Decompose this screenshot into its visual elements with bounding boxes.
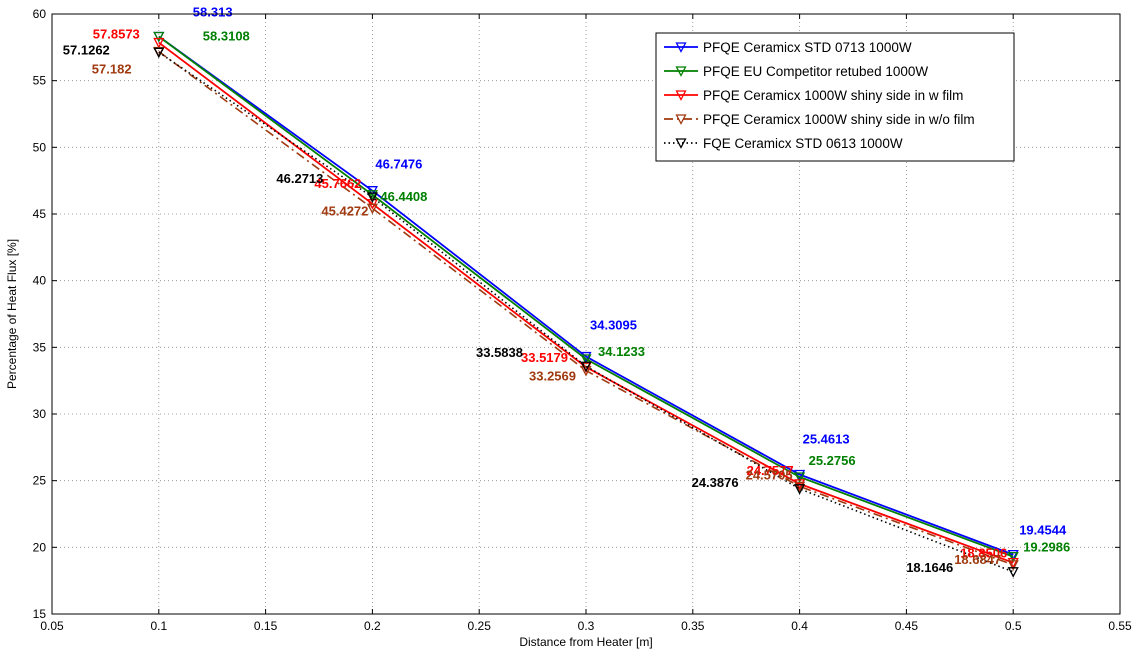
data-label: 57.8573: [93, 27, 140, 42]
series-5-point: [366, 192, 378, 203]
x-tick-label: 0.15: [254, 619, 278, 633]
series-1-point: [1007, 549, 1019, 561]
x-tick-label: 0.3: [578, 619, 595, 633]
series-5-point: [153, 47, 165, 59]
data-label: 18.6847: [954, 552, 1001, 567]
data-label: 24.7577: [747, 463, 794, 478]
series-line-5: [158, 51, 1014, 573]
x-tick-label: 0.05: [40, 619, 64, 633]
data-labels: 58.313 46.7476 34.3095 25.4613 19.4544 58.310…: [63, 4, 1070, 574]
data-label: 19.2986: [1023, 540, 1070, 555]
series-2-point: [794, 472, 806, 483]
legend: PFQE Ceramicx STD 0713 1000W PFQE EU Comp…: [655, 32, 1015, 162]
data-label: 57.182: [92, 62, 132, 77]
data-label: 34.1233: [598, 344, 645, 359]
data-label: 25.2756: [809, 453, 856, 468]
axis-ticks: 0.05 0.1 0.15 0.2 0.25 0.3 0.35 0.4 0.45 0.5 0.55 1…: [33, 7, 1132, 633]
x-tick-label: 0.45: [895, 619, 919, 633]
legend-marker-4: [675, 114, 687, 125]
data-label: 33.5179: [521, 350, 568, 365]
data-label: 24.3876: [692, 475, 739, 490]
data-label: 57.1262: [63, 42, 110, 57]
legend-marker-2: [675, 66, 687, 77]
y-tick-label: 35: [33, 340, 47, 354]
series-2-point: [153, 31, 165, 43]
data-label: 58.3108: [203, 29, 250, 44]
series-3-point: [794, 479, 806, 490]
data-label: 45.4272: [321, 203, 368, 218]
data-label: 45.7662: [314, 176, 361, 191]
series-line-1: [158, 35, 1014, 556]
x-tick-label: 0.4: [791, 619, 808, 633]
data-label: 33.5838: [476, 345, 523, 360]
y-tick-label: 30: [33, 407, 47, 421]
series-3-point: [153, 37, 165, 49]
y-tick-label: 50: [33, 140, 47, 154]
legend-marker-3: [675, 90, 687, 101]
legend-marker-5: [675, 138, 687, 149]
data-label: 46.4408: [380, 189, 427, 204]
y-tick-label: 40: [33, 274, 47, 288]
legend-entry-5: FQE Ceramicx STD 0613 1000W: [703, 136, 903, 151]
series-4-point: [366, 203, 378, 215]
y-tick-label: 55: [33, 74, 47, 88]
data-label: 46.2713: [276, 171, 323, 186]
x-tick-label: 0.1: [150, 619, 167, 633]
x-tick-label: 0.35: [681, 619, 705, 633]
legend-entry-4: PFQE Ceramicx 1000W shiny side in w/o fi…: [703, 112, 975, 127]
y-axis-label: Percentage of Heat Flux [%]: [5, 239, 19, 389]
legend-entry-3: PFQE Ceramicx 1000W shiny side in w film: [703, 88, 963, 103]
data-label: 25.4613: [803, 432, 850, 447]
data-label: 24.5705: [746, 467, 793, 482]
data-label: 19.4544: [1019, 523, 1067, 538]
series-5-point: [580, 361, 592, 373]
series-4-point: [580, 365, 592, 377]
series-5-point: [1007, 567, 1019, 578]
legend-entry-1: PFQE Ceramicx STD 0713 1000W: [703, 40, 912, 55]
data-label: 34.3095: [590, 318, 637, 333]
x-tick-label: 0.25: [468, 619, 492, 633]
x-tick-label: 0.2: [364, 619, 381, 633]
series-group: [153, 31, 1019, 578]
y-tick-label: 45: [33, 207, 47, 221]
y-tick-label: 15: [33, 607, 47, 621]
data-label: 33.2569: [529, 369, 576, 384]
series-2-point: [1007, 552, 1019, 563]
data-label: 46.7476: [375, 157, 422, 172]
series-line-2: [158, 35, 1014, 558]
y-tick-label: 60: [33, 7, 47, 21]
series-2-point: [366, 190, 378, 201]
x-tick-label: 0.5: [1005, 619, 1022, 633]
series-3-point: [1007, 558, 1019, 569]
data-label: 18.8506: [960, 546, 1007, 561]
y-tick-label: 20: [33, 540, 47, 554]
data-label: 58.313: [193, 4, 233, 19]
legend-entry-2: PFQE EU Competitor retubed 1000W: [703, 64, 928, 79]
x-axis-label: Distance from Heater [m]: [519, 635, 652, 649]
series-4-point: [1007, 560, 1019, 571]
series-4-point: [794, 481, 806, 493]
data-label: 18.1646: [906, 560, 953, 575]
legend-marker-1: [675, 42, 687, 53]
series-2-point: [580, 354, 592, 365]
legend-box: [655, 32, 1015, 162]
series-5-point: [794, 484, 806, 495]
x-tick-label: 0.55: [1108, 619, 1132, 633]
y-tick-label: 25: [33, 474, 47, 488]
